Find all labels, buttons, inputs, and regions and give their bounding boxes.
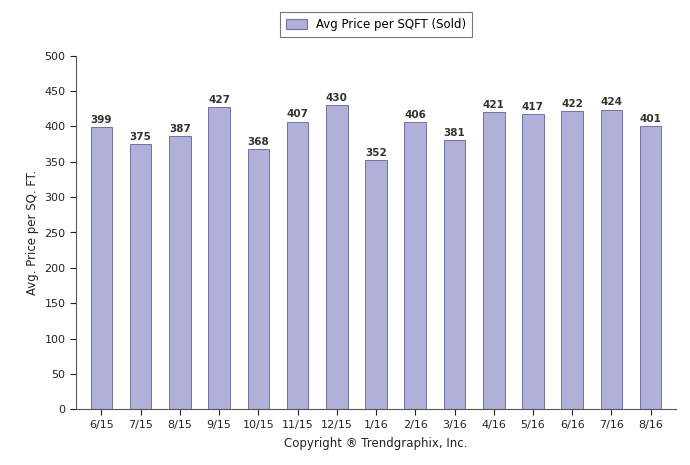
Bar: [248, 149, 269, 409]
Bar: [90, 127, 112, 409]
Text: 387: 387: [169, 124, 191, 133]
Text: 424: 424: [600, 97, 622, 107]
Text: 399: 399: [90, 115, 112, 125]
Bar: [365, 160, 387, 409]
Bar: [483, 112, 504, 409]
Text: 401: 401: [640, 113, 662, 124]
Bar: [444, 140, 465, 409]
Text: 407: 407: [286, 109, 308, 120]
Text: 368: 368: [248, 137, 269, 147]
Text: 422: 422: [561, 99, 583, 109]
Bar: [287, 121, 308, 409]
Text: 352: 352: [365, 148, 387, 158]
X-axis label: Copyright ® Trendgraphix, Inc.: Copyright ® Trendgraphix, Inc.: [284, 437, 468, 450]
Bar: [130, 144, 151, 409]
Bar: [169, 136, 190, 409]
Text: 427: 427: [208, 95, 230, 105]
Y-axis label: Avg. Price per SQ. FT.: Avg. Price per SQ. FT.: [26, 170, 39, 295]
Bar: [601, 110, 622, 409]
Bar: [404, 122, 426, 409]
Text: 381: 381: [444, 128, 465, 138]
Text: 417: 417: [522, 102, 544, 113]
Text: 375: 375: [130, 132, 152, 142]
Text: 421: 421: [483, 100, 504, 110]
Text: 406: 406: [404, 110, 426, 120]
Bar: [640, 126, 662, 409]
Bar: [326, 105, 348, 409]
Text: 430: 430: [326, 93, 348, 103]
Bar: [208, 107, 230, 409]
Legend: Avg Price per SQFT (Sold): Avg Price per SQFT (Sold): [279, 12, 473, 37]
Bar: [522, 114, 544, 409]
Bar: [562, 111, 583, 409]
